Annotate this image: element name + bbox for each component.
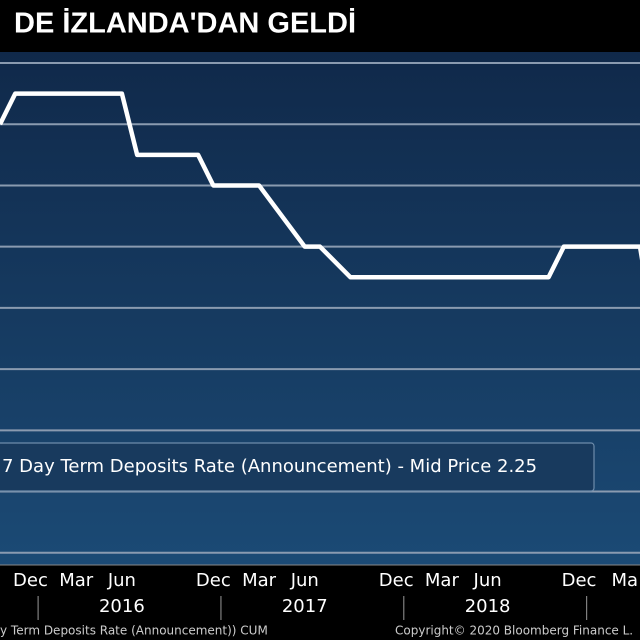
x-tick-label: Dec [379, 570, 414, 591]
x-tick-label: Mar [242, 570, 277, 591]
x-tick-label: Dec [562, 570, 597, 591]
year-label: 2017 [282, 596, 328, 617]
chart-title: DE İZLANDA'DAN GELDİ [14, 8, 356, 40]
year-label: 2016 [99, 596, 145, 617]
x-tick-label: Dec [13, 570, 48, 591]
x-tick-label: Jun [473, 570, 502, 591]
x-tick-label: Mar [425, 570, 460, 591]
footer-left: y Term Deposits Rate (Announcement)) CUM [0, 624, 268, 638]
legend-box [0, 442, 595, 492]
footer-right: Copyright© 2020 Bloomberg Finance L. [395, 624, 633, 638]
year-label: 2018 [465, 596, 511, 617]
x-tick-label: Jun [290, 570, 319, 591]
x-tick-label: Dec [196, 570, 231, 591]
x-tick-label: Ma [611, 570, 638, 591]
x-tick-label: Jun [107, 570, 136, 591]
data-line [0, 91, 640, 280]
x-tick-label: Mar [59, 570, 94, 591]
legend-label: 7 Day Term Deposits Rate (Announcement) … [2, 456, 537, 477]
